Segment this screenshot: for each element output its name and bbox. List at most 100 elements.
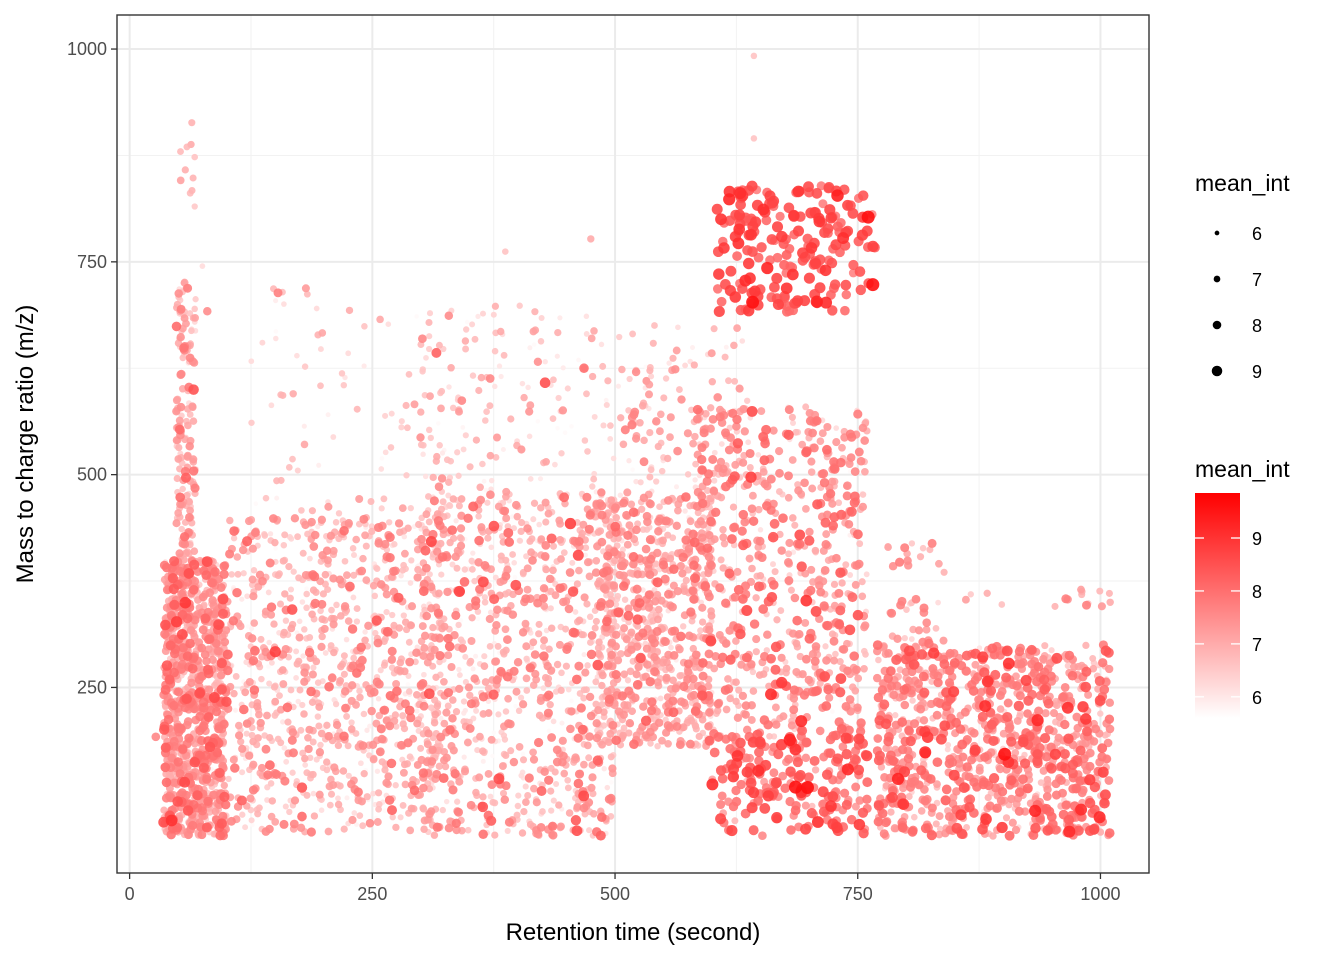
data-point — [397, 814, 404, 821]
data-point — [801, 654, 811, 664]
data-point — [919, 603, 929, 613]
data-point — [858, 578, 866, 586]
data-point — [389, 611, 396, 619]
data-point — [579, 520, 588, 529]
data-point — [890, 824, 899, 833]
data-point — [432, 769, 442, 779]
data-point — [323, 721, 331, 729]
data-point — [699, 428, 709, 438]
data-point — [616, 333, 623, 341]
data-point — [653, 615, 662, 624]
data-point — [875, 656, 882, 664]
data-point — [537, 535, 546, 544]
data-point — [790, 593, 800, 603]
data-point — [486, 490, 495, 500]
data-point — [732, 678, 740, 687]
data-point — [587, 235, 595, 243]
data-point — [1081, 739, 1090, 748]
data-point — [535, 630, 543, 638]
data-point — [789, 694, 799, 703]
data-point — [262, 494, 270, 502]
data-point — [229, 755, 238, 764]
data-point — [555, 516, 564, 525]
data-point — [1014, 806, 1024, 816]
data-point — [208, 655, 217, 665]
data-point — [435, 633, 444, 643]
data-point — [659, 536, 667, 545]
data-point — [603, 397, 609, 403]
data-point — [473, 653, 479, 659]
data-point — [633, 570, 642, 579]
data-point — [296, 686, 304, 694]
data-point — [455, 777, 464, 786]
data-point — [523, 553, 530, 560]
data-point — [748, 491, 757, 500]
data-point — [349, 544, 357, 552]
data-point — [675, 324, 681, 331]
data-point — [383, 608, 390, 616]
data-point — [654, 517, 663, 526]
data-point — [218, 811, 228, 821]
data-point — [501, 625, 510, 634]
data-point — [688, 586, 698, 596]
data-point — [1070, 662, 1078, 671]
data-point — [535, 620, 543, 628]
data-point — [811, 642, 821, 651]
data-point — [698, 603, 707, 612]
data-point — [541, 498, 550, 507]
data-point — [731, 817, 739, 825]
data-point — [461, 754, 467, 760]
data-point — [565, 568, 575, 577]
data-point — [664, 739, 672, 748]
data-point — [426, 333, 433, 340]
data-point — [375, 789, 383, 797]
data-point — [562, 430, 568, 436]
data-point — [217, 671, 226, 680]
data-point — [631, 367, 641, 377]
data-point — [583, 741, 592, 750]
data-point — [617, 650, 625, 658]
data-point — [675, 740, 685, 749]
data-point — [1096, 587, 1104, 595]
data-point — [673, 587, 683, 596]
data-point — [559, 751, 568, 761]
data-point — [807, 457, 816, 466]
data-point — [453, 518, 459, 524]
data-point — [376, 315, 384, 324]
data-point — [856, 456, 866, 466]
data-point — [429, 473, 437, 482]
data-point — [636, 419, 644, 427]
data-point — [373, 522, 384, 533]
data-point — [299, 549, 307, 557]
data-point — [500, 351, 508, 359]
data-point — [466, 699, 476, 709]
data-point — [258, 576, 267, 586]
data-point — [254, 810, 262, 818]
data-point — [325, 412, 331, 418]
data-point — [550, 376, 557, 384]
data-point — [801, 618, 810, 627]
data-point — [429, 623, 437, 632]
data-point — [263, 711, 271, 720]
data-point — [673, 446, 682, 456]
data-point — [417, 441, 425, 449]
data-point — [290, 796, 300, 805]
data-point — [583, 313, 590, 320]
data-point — [491, 302, 500, 310]
data-point — [676, 672, 684, 680]
data-point — [309, 542, 319, 551]
data-point — [583, 600, 591, 608]
data-point — [301, 520, 310, 530]
data-point — [807, 468, 816, 476]
data-point — [646, 554, 656, 564]
data-point — [286, 533, 293, 541]
data-point — [547, 605, 554, 612]
data-point — [518, 694, 525, 701]
data-point — [783, 557, 793, 567]
data-point — [998, 601, 1006, 608]
data-point — [549, 542, 558, 550]
data-point — [584, 662, 591, 669]
data-point — [651, 322, 658, 329]
data-point — [377, 667, 384, 674]
data-point — [560, 769, 568, 778]
